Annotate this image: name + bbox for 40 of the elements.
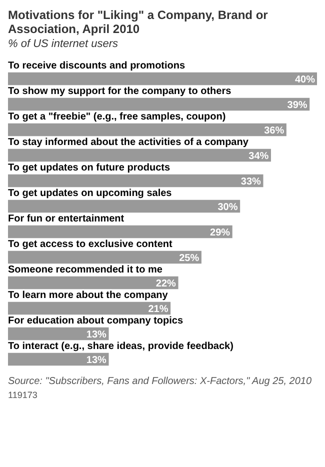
bar — [8, 352, 109, 366]
bar — [8, 225, 232, 238]
data-label: 34% — [248, 151, 269, 162]
y-tick-label: For fun or entertainment — [8, 214, 125, 224]
data-label: 30% — [218, 202, 238, 213]
bar — [8, 98, 310, 111]
y-tick-label: To get access to exclusive content — [8, 239, 173, 250]
data-label: 13% — [86, 330, 107, 340]
y-tick-label: To get a "freebie" (e.g., free samples, coupon) — [8, 112, 226, 122]
y-tick-label: Someone recommended it to me — [8, 264, 163, 276]
bar — [8, 123, 286, 136]
bar — [8, 200, 240, 213]
y-tick-label: To get updates on upcoming sales — [8, 188, 172, 199]
bar — [8, 148, 271, 162]
source-note: Source: "Subscribers, Fans and Followers: X-Factors," Aug 25, 2010 — [8, 376, 313, 387]
bar — [8, 276, 178, 290]
data-label: 21% — [148, 304, 168, 315]
bar — [8, 250, 202, 264]
y-tick-label: For education about company topics — [8, 316, 184, 326]
chart-title: Motivations for "Liking" a Company, Brand or Association, April 2010 — [8, 8, 269, 36]
chart-subtitle: % of US internet users — [8, 38, 120, 50]
y-tick-label: To learn more about the company — [8, 290, 168, 301]
data-label: 39% — [287, 100, 308, 111]
data-label: 33% — [240, 176, 262, 188]
data-label: 29% — [210, 228, 230, 238]
bar — [8, 72, 317, 86]
data-label: 25% — [179, 253, 200, 264]
bar — [8, 174, 264, 188]
bar — [8, 327, 109, 340]
y-tick-label: To receive discounts and promotions — [8, 60, 186, 72]
data-label: 22% — [156, 278, 176, 290]
data-label: 36% — [264, 126, 284, 136]
y-tick-label: To get updates on future products — [8, 162, 170, 174]
y-tick-label: To stay informed about the activities of a company — [8, 137, 249, 148]
y-tick-label: To show my support for the company to others — [8, 86, 232, 97]
text: 119173 — [8, 390, 38, 400]
bar — [8, 302, 171, 315]
y-tick-label: To interact (e.g., share ideas, provide feedback) — [8, 341, 234, 352]
data-label: 40% — [294, 74, 316, 86]
data-label: 13% — [86, 355, 107, 366]
